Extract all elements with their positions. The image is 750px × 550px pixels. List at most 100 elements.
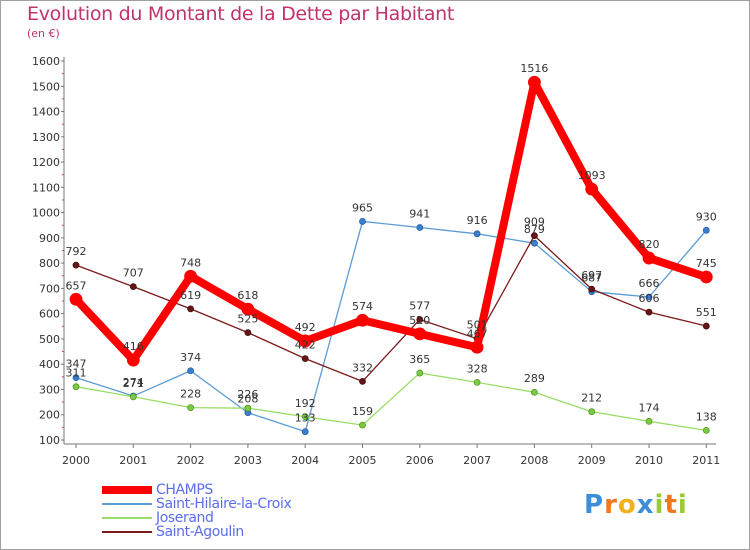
x-tick-label: 2011 xyxy=(692,454,720,467)
legend-swatch xyxy=(102,531,152,533)
data-label: 687 xyxy=(581,272,602,285)
y-tick-label: 500 xyxy=(39,333,60,346)
data-label: 365 xyxy=(409,353,430,366)
data-label: 820 xyxy=(639,238,660,251)
series-line-0 xyxy=(72,78,711,365)
data-label: 606 xyxy=(639,292,660,305)
data-label: 1516 xyxy=(520,62,548,75)
data-point xyxy=(699,270,713,284)
data-point xyxy=(588,285,596,293)
x-tick-label: 2001 xyxy=(119,454,147,467)
data-label: 271 xyxy=(123,377,144,390)
data-label: 501 xyxy=(467,319,488,332)
data-point xyxy=(702,322,710,330)
data-point xyxy=(187,305,195,313)
data-label: 666 xyxy=(639,277,660,290)
data-point xyxy=(244,404,252,412)
data-label: 159 xyxy=(352,405,373,418)
data-point xyxy=(645,417,653,425)
data-point xyxy=(702,226,710,234)
y-tick-label: 1100 xyxy=(32,181,60,194)
logo-letter: i xyxy=(677,490,688,520)
data-label: 133 xyxy=(295,412,316,425)
data-label: 138 xyxy=(696,410,717,423)
data-point xyxy=(241,302,255,316)
data-label: 467 xyxy=(467,327,488,340)
y-tick-label: 100 xyxy=(39,434,60,447)
data-point xyxy=(531,388,538,396)
data-point xyxy=(298,334,312,348)
data-label: 347 xyxy=(66,358,87,371)
data-point xyxy=(588,408,596,416)
data-label: 208 xyxy=(237,393,258,406)
data-label: 520 xyxy=(409,314,430,327)
y-tick-label: 800 xyxy=(39,257,60,270)
data-point xyxy=(301,428,309,436)
chart-title: Evolution du Montant de la Dette par Hab… xyxy=(27,3,455,25)
y-tick-label: 900 xyxy=(39,232,60,245)
x-tick-label: 2006 xyxy=(406,454,434,467)
data-point xyxy=(473,230,481,238)
data-point xyxy=(473,378,481,386)
data-label: 332 xyxy=(352,361,373,374)
data-label: 619 xyxy=(180,289,201,302)
x-tick-label: 2009 xyxy=(578,454,606,467)
data-label: 748 xyxy=(180,256,201,269)
legend-swatch xyxy=(102,503,152,505)
legend-swatch xyxy=(102,486,152,494)
logo-letter: x xyxy=(636,490,655,520)
data-point xyxy=(645,308,653,316)
data-label: 422 xyxy=(295,339,316,352)
legend-label: CHAMPS xyxy=(156,482,213,498)
chart-subtitle: (en €) xyxy=(27,27,60,40)
data-point xyxy=(72,261,80,269)
data-point xyxy=(645,293,653,301)
data-label: 416 xyxy=(123,340,144,353)
data-point xyxy=(702,426,710,434)
data-point xyxy=(301,413,309,421)
legend-label: Joserand xyxy=(156,510,214,526)
data-point xyxy=(642,251,656,265)
y-tick-label: 300 xyxy=(39,383,60,396)
data-label: 492 xyxy=(295,321,316,334)
data-label: 879 xyxy=(524,223,545,236)
series-line-3 xyxy=(75,234,707,383)
data-label: 311 xyxy=(66,367,87,380)
data-label: 525 xyxy=(237,313,258,326)
data-point xyxy=(187,404,195,412)
data-label: 745 xyxy=(696,257,717,270)
data-label: 192 xyxy=(295,397,316,410)
x-tick-label: 2005 xyxy=(349,454,377,467)
data-point xyxy=(356,313,369,327)
y-tick-label: 1200 xyxy=(32,156,60,169)
data-point xyxy=(359,218,366,225)
y-tick-label: 1300 xyxy=(32,131,60,144)
x-tick-label: 2002 xyxy=(177,454,205,467)
data-point xyxy=(416,369,424,377)
data-label: 1093 xyxy=(578,169,606,182)
data-point xyxy=(129,283,137,291)
data-point xyxy=(531,239,538,247)
data-label: 930 xyxy=(696,210,717,223)
data-label: 174 xyxy=(639,401,660,414)
y-tick-label: 1400 xyxy=(32,106,60,119)
logo-letter: t xyxy=(664,490,678,520)
data-point xyxy=(359,421,366,429)
y-tick-label: 1600 xyxy=(32,55,60,68)
x-tick-label: 2010 xyxy=(635,454,663,467)
x-tick-label: 2007 xyxy=(463,454,491,467)
series-line-2 xyxy=(75,372,707,432)
data-point xyxy=(244,329,252,337)
y-tick-label: 400 xyxy=(39,358,60,371)
data-label: 374 xyxy=(180,351,201,364)
data-point xyxy=(531,232,538,239)
data-point xyxy=(359,377,366,385)
data-point xyxy=(301,355,309,363)
data-label: 792 xyxy=(66,245,87,258)
data-label: 289 xyxy=(524,372,545,385)
data-label: 697 xyxy=(581,269,602,282)
y-tick-label: 1000 xyxy=(32,207,60,220)
data-label: 618 xyxy=(237,289,258,302)
data-point xyxy=(69,292,83,306)
data-label: 212 xyxy=(581,392,602,405)
